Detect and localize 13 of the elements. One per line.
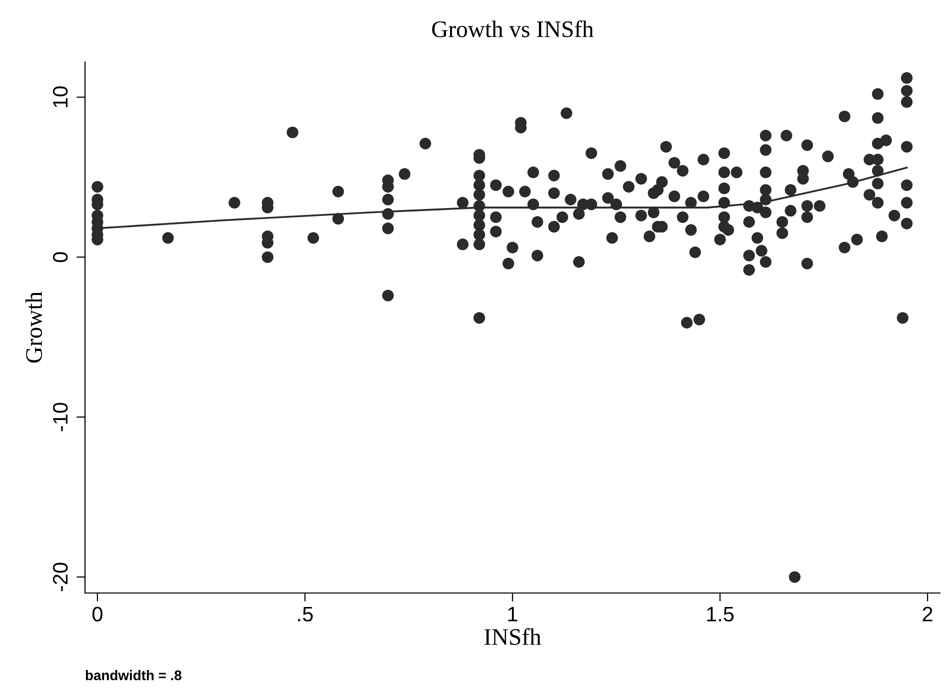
y-tick-label: 0 [52, 252, 68, 262]
y-tick-label: 10 [52, 86, 68, 108]
y-tick-label: -20 [52, 562, 68, 592]
text: bandwidth = .8 [86, 670, 182, 680]
x-tick-label: 1.5 [707, 606, 734, 622]
y-axis-title: Growth [25, 292, 42, 363]
x-tick-label: 2 [922, 606, 932, 622]
chart-title: Growth vs INSfh [432, 20, 594, 38]
x-tick-label: 1 [508, 606, 518, 622]
x-axis-title: INSfh [484, 628, 542, 646]
x-tick-label: 0 [92, 606, 102, 622]
y-tick-label: -10 [52, 402, 68, 432]
x-tick-label: .5 [298, 606, 313, 622]
